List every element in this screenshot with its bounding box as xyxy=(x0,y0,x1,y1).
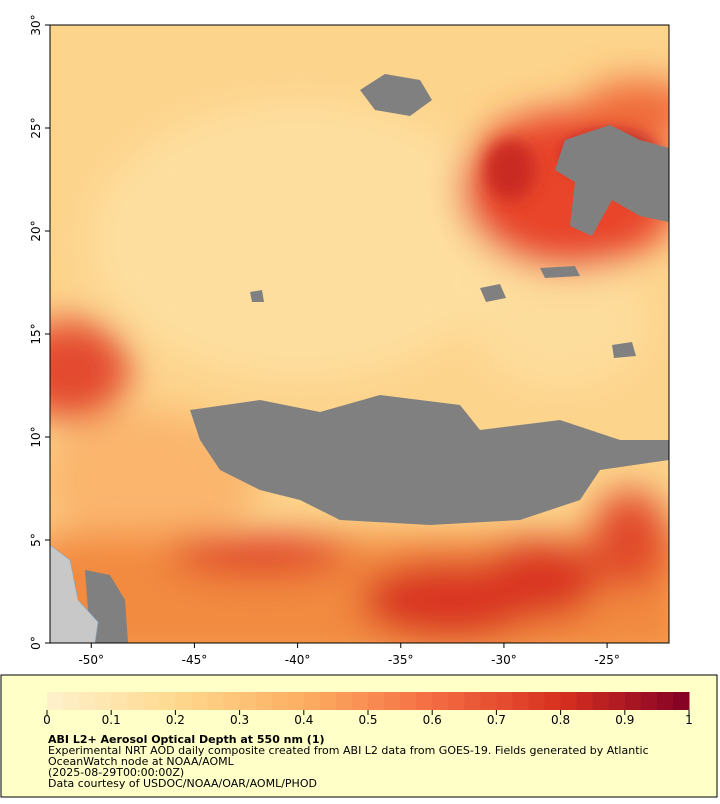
caption-line: Experimental NRT AOD daily composite cre… xyxy=(48,744,649,757)
colorbar-cell xyxy=(207,692,225,710)
colorbar-cell xyxy=(63,692,80,710)
y-tick-label: 20° xyxy=(29,220,43,241)
y-tick-label: 5° xyxy=(29,533,43,547)
colorbar-cell xyxy=(175,692,192,710)
caption-line: (2025-08-29T00:00:00Z) xyxy=(48,766,184,779)
colorbar-cell xyxy=(223,692,241,710)
colorbar-cell xyxy=(544,692,562,710)
caption-title: ABI L2+ Aerosol Optical Depth at 550 nm … xyxy=(48,733,325,746)
colorbar-tick-label: 0.4 xyxy=(294,713,313,727)
colorbar-cell xyxy=(528,692,546,710)
colorbar-cell xyxy=(448,692,465,710)
x-tick-label: -35° xyxy=(388,653,414,667)
colorbar-cell xyxy=(608,692,626,710)
colorbar-cell xyxy=(351,692,369,710)
colorbar-cell xyxy=(384,692,401,710)
colorbar-cell xyxy=(95,692,112,710)
colorbar-cell xyxy=(335,692,353,710)
colorbar-cell xyxy=(319,692,337,710)
colorbar-cell xyxy=(416,692,433,710)
x-tick-label: -50° xyxy=(78,653,104,667)
colorbar-cell xyxy=(287,692,305,710)
colorbar-tick-label: 0.5 xyxy=(358,713,377,727)
colorbar: 0 0.1 0.2 0.3 0.4 0.5 0.6 0.7 0.8 0.9 1 xyxy=(43,692,693,727)
x-tick-label: -45° xyxy=(182,653,208,667)
x-tick-label: -30° xyxy=(491,653,517,667)
colorbar-cell xyxy=(432,692,449,710)
colorbar-tick-label: 0 xyxy=(43,713,51,727)
colorbar-cell xyxy=(143,692,160,710)
colorbar-cell xyxy=(656,692,674,710)
colorbar-tick-label: 1 xyxy=(685,713,693,727)
colorbar-cell xyxy=(239,692,257,710)
y-tick-label: 10° xyxy=(29,426,43,447)
colorbar-cell xyxy=(672,692,690,710)
aod-raster xyxy=(50,25,669,643)
colorbar-cell xyxy=(303,692,321,710)
colorbar-cell xyxy=(496,692,513,710)
caption-line: Data courtesy of USDOC/NOAA/OAR/AOML/PHO… xyxy=(48,777,317,790)
colorbar-tick-label: 0.8 xyxy=(551,713,570,727)
colorbar-cell xyxy=(368,692,385,710)
y-tick-label: 25° xyxy=(29,117,43,138)
colorbar-cell xyxy=(576,692,594,710)
colorbar-cell xyxy=(255,692,273,710)
x-tick-label: -40° xyxy=(285,653,311,667)
colorbar-cell xyxy=(624,692,642,710)
colorbar-cell xyxy=(127,692,144,710)
colorbar-tick-label: 0.2 xyxy=(166,713,185,727)
colorbar-tick-label: 0.7 xyxy=(487,713,506,727)
colorbar-tick-label: 0.3 xyxy=(230,713,249,727)
y-tick-label: 15° xyxy=(29,323,43,344)
colorbar-cell xyxy=(159,692,176,710)
colorbar-cell xyxy=(111,692,128,710)
colorbar-cell xyxy=(480,692,497,710)
colorbar-cell xyxy=(47,692,64,710)
colorbar-cell xyxy=(191,692,208,710)
x-tick-label: -25° xyxy=(594,653,620,667)
colorbar-cell xyxy=(640,692,658,710)
colorbar-cell xyxy=(592,692,610,710)
colorbar-tick-label: 0.9 xyxy=(615,713,634,727)
colorbar-cell xyxy=(464,692,481,710)
colorbar-cell xyxy=(560,692,578,710)
colorbar-cell xyxy=(271,692,289,710)
colorbar-tick-label: 0.6 xyxy=(423,713,442,727)
colorbar-tick-label: 0.1 xyxy=(102,713,121,727)
y-tick-label: 30° xyxy=(29,14,43,35)
colorbar-cell xyxy=(400,692,417,710)
colorbar-cell xyxy=(79,692,96,710)
colorbar-cell xyxy=(512,692,529,710)
y-tick-label: 0° xyxy=(29,636,43,650)
caption-line: OceanWatch node at NOAA/AOML xyxy=(48,755,235,768)
